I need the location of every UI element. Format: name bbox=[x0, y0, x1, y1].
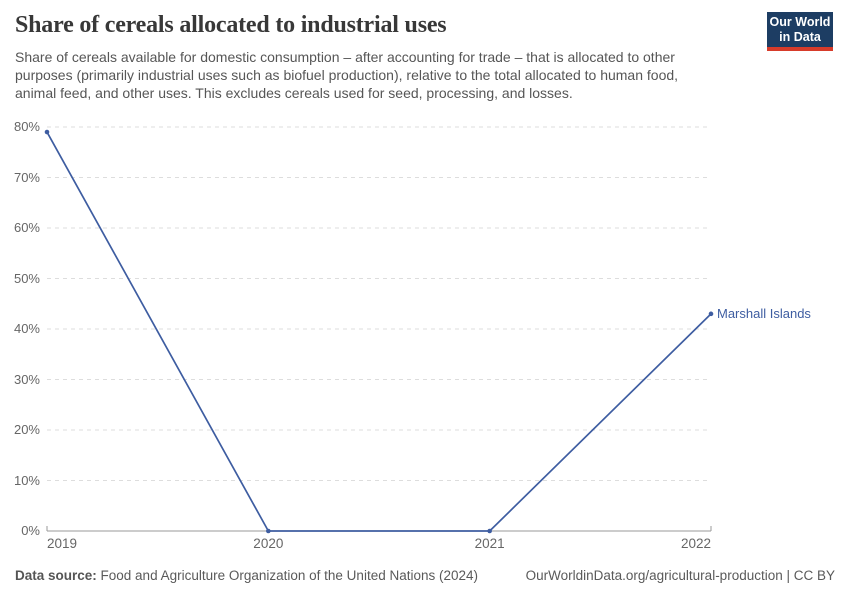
data-point[interactable] bbox=[487, 528, 492, 534]
owid-logo[interactable]: Our World in Data bbox=[767, 12, 833, 51]
series-label-marshall-islands[interactable]: Marshall Islands bbox=[717, 305, 811, 321]
credit-link[interactable]: OurWorldinData.org/agricultural-producti… bbox=[525, 568, 835, 583]
y-axis-tick-label: 30% bbox=[13, 371, 40, 387]
owid-logo-line1: Our World bbox=[769, 15, 831, 29]
owid-logo-line2: in Data bbox=[779, 30, 821, 44]
chart-footer: Data source: Food and Agriculture Organi… bbox=[15, 568, 835, 583]
data-source-label: Data source: bbox=[15, 568, 97, 583]
x-axis-tick-label: 2021 bbox=[474, 536, 505, 551]
x-axis: 2019 2020 2021 2022 bbox=[0, 536, 850, 554]
y-axis-tick-label: 80% bbox=[13, 119, 40, 134]
x-axis-tick-label: 2022 bbox=[680, 536, 711, 551]
y-axis-tick-label: 50% bbox=[13, 270, 40, 286]
data-source-note: Data source: Food and Agriculture Organi… bbox=[15, 568, 478, 583]
data-point[interactable] bbox=[708, 311, 714, 317]
chart-title: Share of cereals allocated to industrial… bbox=[15, 12, 447, 38]
y-axis: 0% 10% 20% 30% 40% 50% 60% 70% 80% bbox=[0, 0, 40, 600]
data-source-text: Food and Agriculture Organization of the… bbox=[96, 568, 479, 583]
data-point[interactable] bbox=[266, 528, 271, 534]
chart-subtitle: Share of cereals available for domestic … bbox=[15, 49, 679, 101]
series-line[interactable] bbox=[46, 131, 712, 532]
y-axis-tick-label: 70% bbox=[13, 169, 40, 185]
y-axis-tick-label: 40% bbox=[13, 321, 40, 336]
data-point[interactable] bbox=[44, 129, 50, 135]
x-axis-tick-label: 2020 bbox=[253, 536, 284, 551]
y-axis-tick-label: 0% bbox=[21, 523, 40, 538]
y-axis-tick-label: 60% bbox=[13, 220, 40, 235]
x-axis-tick-label: 2019 bbox=[47, 536, 78, 551]
y-axis-tick-label: 10% bbox=[13, 472, 40, 488]
y-axis-tick-label: 20% bbox=[13, 422, 40, 437]
